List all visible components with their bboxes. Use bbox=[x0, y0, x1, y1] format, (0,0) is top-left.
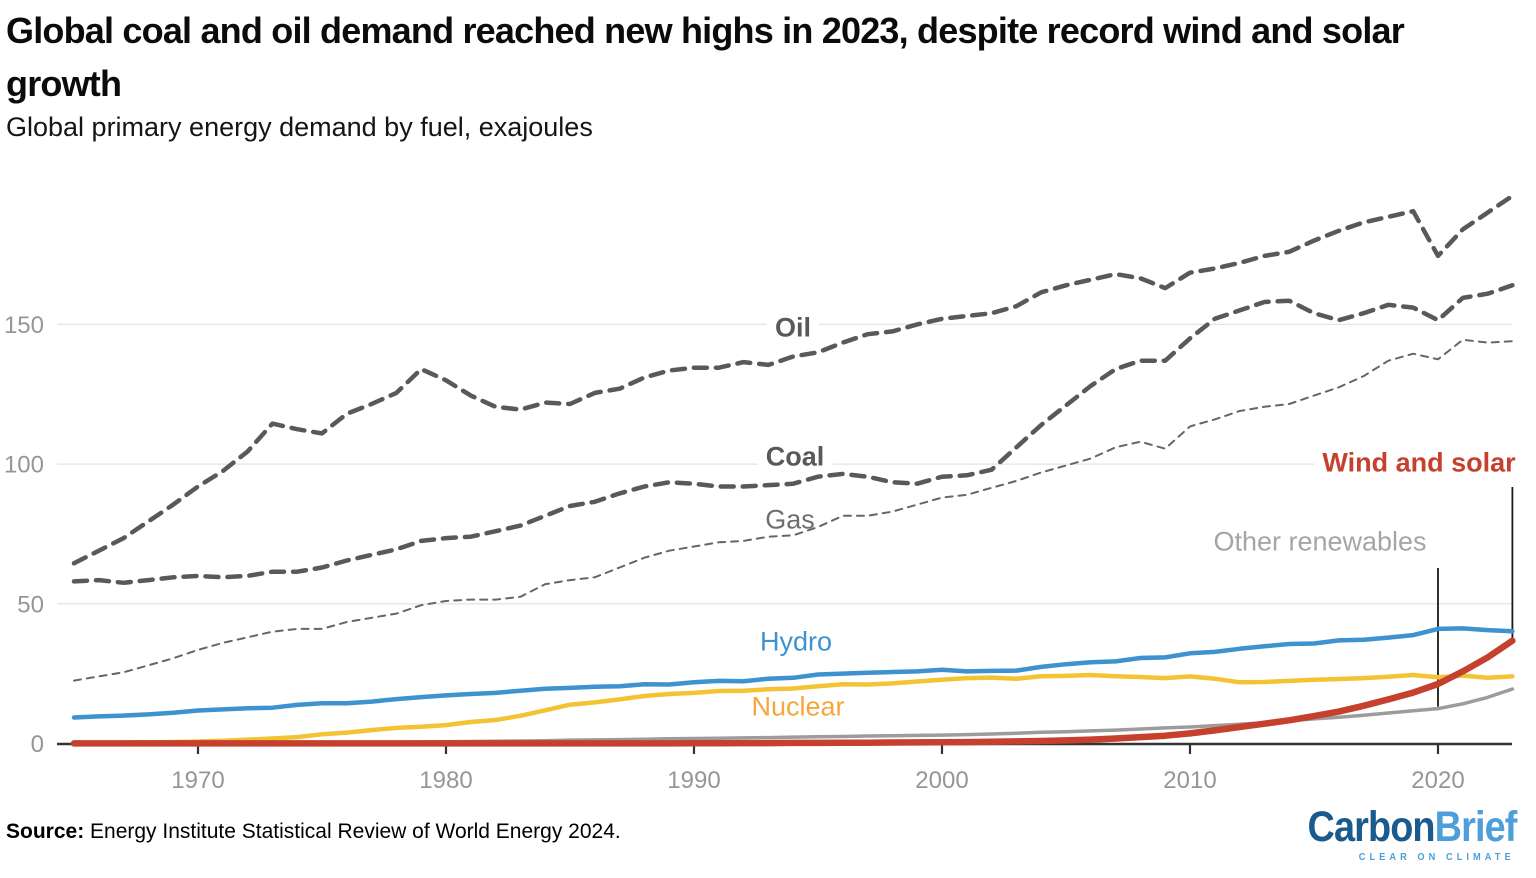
source-text: Energy Institute Statistical Review of W… bbox=[84, 820, 621, 843]
logo-part-brief: Brief bbox=[1434, 803, 1517, 851]
y-axis-tick-label: 100 bbox=[4, 452, 44, 479]
series-label-coal: Coal bbox=[757, 441, 833, 473]
source-note: Source: Energy Institute Statistical Rev… bbox=[6, 820, 621, 844]
x-axis-tick-label: 2010 bbox=[1163, 767, 1216, 794]
series-label-other-renewables: Other renewables bbox=[1213, 526, 1427, 557]
carbonbrief-logo: CarbonBrief CLEAR ON CLIMATE bbox=[1307, 803, 1517, 863]
series-label-wind-and-solar: Wind and solar bbox=[1314, 447, 1524, 479]
series-line-coal bbox=[71, 283, 1515, 586]
y-axis-tick-label: 150 bbox=[4, 312, 44, 339]
series-line-oil bbox=[71, 193, 1515, 566]
series-line-wind-and-solar bbox=[70, 637, 1516, 747]
page-title: Global coal and oil demand reached new h… bbox=[6, 10, 1405, 104]
x-axis-tick-label: 2000 bbox=[915, 767, 968, 794]
series-line-nuclear bbox=[71, 672, 1515, 746]
series-label-oil: Oil bbox=[766, 312, 820, 344]
x-axis-tick-label: 2020 bbox=[1411, 767, 1464, 794]
logo-part-carbon: Carbon bbox=[1307, 803, 1435, 851]
y-axis-tick-label: 50 bbox=[17, 591, 44, 618]
x-axis-tick-label: 1990 bbox=[667, 767, 720, 794]
series-label-nuclear: Nuclear bbox=[751, 691, 845, 722]
x-axis-tick-label: 1980 bbox=[419, 767, 472, 794]
page-subtitle: Global primary energy demand by fuel, ex… bbox=[6, 112, 593, 142]
series-label-hydro: Hydro bbox=[759, 626, 833, 657]
series-label-gas: Gas bbox=[765, 504, 815, 535]
x-axis-tick-label: 1970 bbox=[171, 767, 224, 794]
source-label: Source: bbox=[6, 820, 85, 843]
logo-tagline: CLEAR ON CLIMATE bbox=[1358, 851, 1515, 863]
carbonbrief-logo-text: CarbonBrief bbox=[1307, 803, 1517, 851]
y-axis-tick-label: 0 bbox=[31, 731, 44, 758]
series-line-hydro bbox=[71, 626, 1515, 720]
oil-label-text: Oil bbox=[766, 312, 820, 343]
series-line-gas bbox=[73, 338, 1514, 682]
